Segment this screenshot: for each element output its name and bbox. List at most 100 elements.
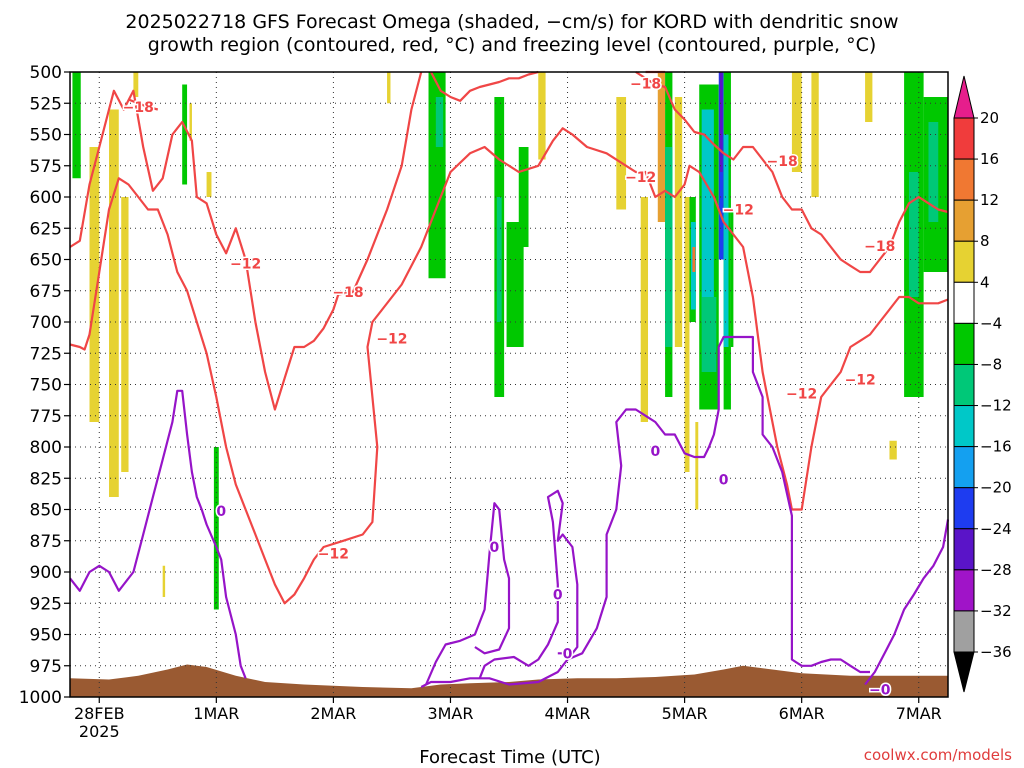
terrain-layer	[70, 664, 948, 697]
x-tick-sublabel: 2025	[79, 722, 120, 741]
omega-cell	[657, 72, 666, 222]
colorbar-label: −12	[980, 397, 1012, 415]
omega-cell	[640, 197, 649, 422]
omega-cell	[928, 122, 939, 222]
colorbar-swatch	[953, 446, 975, 489]
y-tick-label: 550	[30, 126, 62, 146]
y-tick-label: 725	[30, 344, 62, 364]
colorbar-label: 12	[980, 191, 999, 209]
omega-cell	[684, 197, 690, 472]
y-tick-label: 800	[30, 438, 62, 458]
omega-cell	[730, 209, 734, 347]
freezing-contour	[425, 502, 511, 685]
omega-cell	[387, 72, 391, 104]
colorbar-label: −20	[980, 479, 1012, 497]
colorbar-swatch	[953, 528, 975, 571]
dendritic-contour-label: −12	[845, 373, 876, 389]
dendritic-contour-label: −12	[230, 256, 261, 272]
y-tick-label: 750	[30, 376, 62, 396]
x-tick-label: 6MAR	[779, 704, 825, 723]
omega-cell	[701, 109, 714, 322]
x-axis-label: Forecast Time (UTC)	[419, 747, 600, 768]
dendritic-contours-layer: −18 −12 −18 −12 −12 −12 −18 −12 −18 −12 −12 −18	[69, 70, 949, 605]
x-tick-label: 4MAR	[545, 704, 591, 723]
credit-link[interactable]: coolwx.com/models	[864, 746, 1012, 764]
freezing-contour-label: 0	[719, 473, 729, 489]
dendritic-contour	[69, 71, 423, 411]
x-tick-label: 3MAR	[427, 704, 473, 723]
freezing-contours-layer: 0 0 0 0 0 0 −0	[69, 335, 950, 700]
colorbar-swatch	[953, 199, 975, 242]
colorbar-label: −8	[980, 355, 1002, 373]
colorbar-label: −4	[980, 314, 1002, 332]
omega-cell	[206, 172, 212, 197]
colorbar-label: 8	[980, 232, 990, 250]
dendritic-contour-label: −12	[786, 386, 817, 402]
dendritic-contour	[128, 98, 159, 111]
y-tick-label: 700	[30, 313, 62, 333]
colorbar: 20 16 12 8 4 −4 −8 −12 −16 −20 −24 −28 −32 −36	[953, 75, 1012, 693]
x-tick-label: 1MAR	[193, 704, 239, 723]
colorbar-swatch	[953, 405, 975, 448]
omega-cell	[189, 103, 192, 141]
omega-cell	[435, 97, 444, 147]
freezing-contour-label: 0	[489, 540, 499, 556]
colorbar-label: −16	[980, 438, 1012, 456]
y-tick-label: 650	[30, 251, 62, 271]
dendritic-contour-label: −12	[723, 203, 754, 219]
omega-cell	[908, 172, 919, 297]
dendritic-contour-label: −12	[318, 546, 349, 562]
x-tick-label: 5MAR	[662, 704, 708, 723]
y-tick-label: 525	[30, 94, 62, 114]
omega-cell	[889, 440, 897, 460]
y-tick-label: 500	[30, 63, 62, 83]
y-tick-label: 575	[30, 157, 62, 177]
freezing-contour	[864, 519, 950, 686]
colorbar-label: −36	[980, 643, 1012, 661]
omega-cell	[538, 72, 546, 160]
y-tick-label: 850	[30, 501, 62, 521]
colorbar-swatch	[953, 569, 975, 612]
omega-cell	[719, 72, 723, 172]
omega-cell	[133, 72, 139, 97]
omega-cell	[791, 72, 802, 172]
colorbar-swatch	[953, 117, 975, 160]
y-tick-label: 975	[30, 657, 62, 677]
dendritic-contour-label: −18	[864, 239, 895, 255]
grid-layer	[70, 71, 948, 698]
freezing-contour	[69, 389, 247, 679]
freezing-contour-label: −0	[869, 683, 891, 699]
y-tick-label: 625	[30, 219, 62, 239]
y-tick-label: 900	[30, 563, 62, 583]
colorbar-label: −28	[980, 561, 1012, 579]
colorbar-bottom-arrow	[953, 651, 975, 693]
dendritic-contour	[635, 71, 949, 274]
dendritic-contour-label: −18	[332, 285, 363, 301]
omega-cell	[518, 147, 529, 247]
omega-cell	[162, 565, 166, 597]
omega-cell	[121, 197, 129, 472]
freezing-contour	[478, 489, 579, 679]
omega-cell	[616, 97, 627, 210]
freezing-contour-label: 0	[216, 504, 226, 520]
dendritic-contour-label: −18	[123, 100, 154, 116]
y-tick-label: 600	[30, 188, 62, 208]
freezing-contour-label: 0	[650, 444, 660, 460]
x-tick-label: 7MAR	[896, 704, 942, 723]
dendritic-contour-label: −18	[767, 154, 798, 170]
y-tick-label: 875	[30, 532, 62, 552]
omega-cell	[723, 134, 729, 347]
omega-cell	[665, 147, 673, 347]
omega-cell	[213, 447, 219, 610]
omega-cell	[695, 422, 699, 510]
y-tick-label: 925	[30, 594, 62, 614]
y-tick-label: 775	[30, 407, 62, 427]
dendritic-contour-label: −12	[376, 331, 407, 347]
freezing-contour	[420, 335, 870, 688]
colorbar-swatch	[953, 322, 975, 365]
omega-cell	[674, 97, 683, 347]
y-tick-label: 1000	[19, 688, 62, 708]
colorbar-swatch	[953, 487, 975, 530]
colorbar-swatch	[953, 281, 975, 324]
